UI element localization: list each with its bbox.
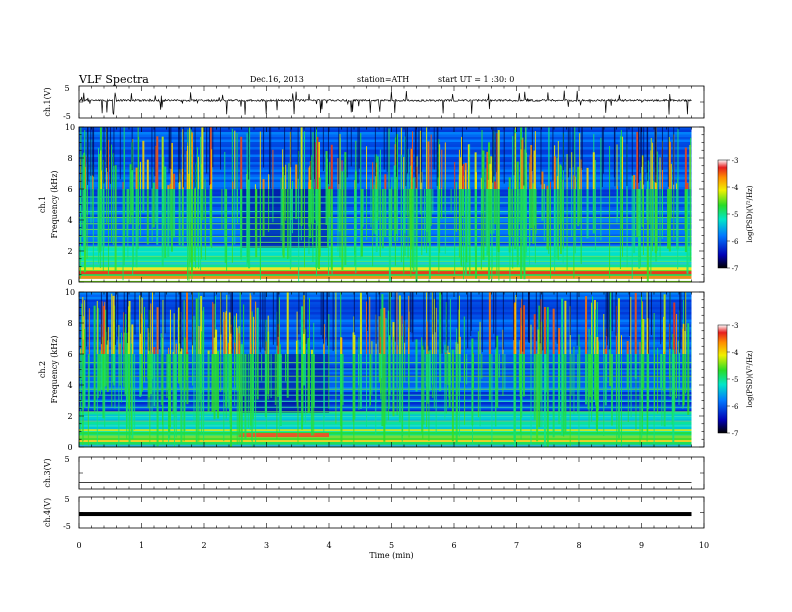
x-tick-label: 0 bbox=[76, 541, 81, 550]
start-time-label: start UT = 1 :30: 0 bbox=[438, 75, 515, 84]
colorbar-tick-label: -4 bbox=[732, 184, 739, 192]
colorbar bbox=[717, 324, 728, 434]
y-tick-label: 5 bbox=[64, 495, 69, 504]
y-tick-label: 6 bbox=[67, 350, 72, 359]
colorbar-label: log(PSD)(V²/Hz) bbox=[746, 350, 754, 407]
y-tick-label: -5 bbox=[63, 112, 71, 121]
x-axis-label: Time (min) bbox=[369, 551, 413, 560]
colorbar-tick-label: -6 bbox=[732, 238, 739, 246]
waveform-ch4 bbox=[79, 512, 692, 517]
panel-ylabel: ch.1(V) bbox=[43, 87, 52, 116]
waveform-ch1 bbox=[78, 90, 692, 116]
y-tick-label: -5 bbox=[63, 522, 71, 531]
colorbar-tick-label: -6 bbox=[732, 403, 739, 411]
colorbar-tick-label: -3 bbox=[732, 157, 739, 165]
colorbar-label: log(PSD)(V²/Hz) bbox=[746, 185, 754, 242]
y-tick-label: 0 bbox=[67, 278, 72, 287]
x-tick-label: 2 bbox=[201, 541, 206, 550]
x-tick-label: 1 bbox=[139, 541, 144, 550]
x-tick-label: 8 bbox=[576, 541, 581, 550]
spectrogram-ch1 bbox=[79, 127, 704, 283]
panel-ylabel: ch.1 bbox=[38, 196, 47, 213]
y-tick-label: 0 bbox=[67, 443, 72, 452]
spectrogram-ch2 bbox=[79, 292, 704, 448]
colorbar-tick-label: -5 bbox=[732, 376, 739, 384]
y-tick-label: 2 bbox=[67, 412, 72, 421]
date-label: Dec.16, 2013 bbox=[250, 75, 304, 84]
panel-ylabel: ch.4(V) bbox=[43, 498, 52, 527]
y-tick-label: 10 bbox=[65, 123, 75, 132]
colorbar-tick-label: -5 bbox=[732, 211, 739, 219]
y-tick-label: 4 bbox=[67, 381, 72, 390]
x-tick-label: 5 bbox=[389, 541, 394, 550]
y-tick-label: 4 bbox=[67, 216, 72, 225]
y-tick-label: 8 bbox=[67, 154, 72, 163]
panel-ylabel: ch.3(V) bbox=[43, 458, 52, 487]
y-tick-label: 10 bbox=[65, 288, 75, 297]
x-tick-label: 10 bbox=[699, 541, 709, 550]
panel-ylabel-frequency: Frequency (kHz) bbox=[50, 335, 59, 403]
colorbar-tick-label: -7 bbox=[732, 265, 739, 273]
colorbar-tick-label: -4 bbox=[732, 349, 739, 357]
y-tick-label: 2 bbox=[67, 247, 72, 256]
x-tick-label: 3 bbox=[264, 541, 269, 550]
y-tick-label: 5 bbox=[64, 455, 69, 464]
station-label: station=ATH bbox=[357, 75, 410, 84]
colorbar-tick-label: -7 bbox=[732, 430, 739, 438]
colorbar-tick-label: -3 bbox=[732, 322, 739, 330]
x-tick-label: 6 bbox=[451, 541, 456, 550]
x-tick-label: 7 bbox=[514, 541, 519, 550]
y-tick-label: 6 bbox=[67, 185, 72, 194]
x-tick-label: 4 bbox=[326, 541, 331, 550]
x-tick-label: 9 bbox=[639, 541, 644, 550]
panel-ylabel: ch.2 bbox=[38, 361, 47, 378]
y-tick-label: 8 bbox=[67, 319, 72, 328]
y-tick-label: 5 bbox=[64, 84, 69, 93]
figure-title: VLF Spectra bbox=[79, 73, 149, 86]
panel-ylabel-frequency: Frequency (kHz) bbox=[50, 170, 59, 238]
colorbar bbox=[717, 159, 728, 269]
